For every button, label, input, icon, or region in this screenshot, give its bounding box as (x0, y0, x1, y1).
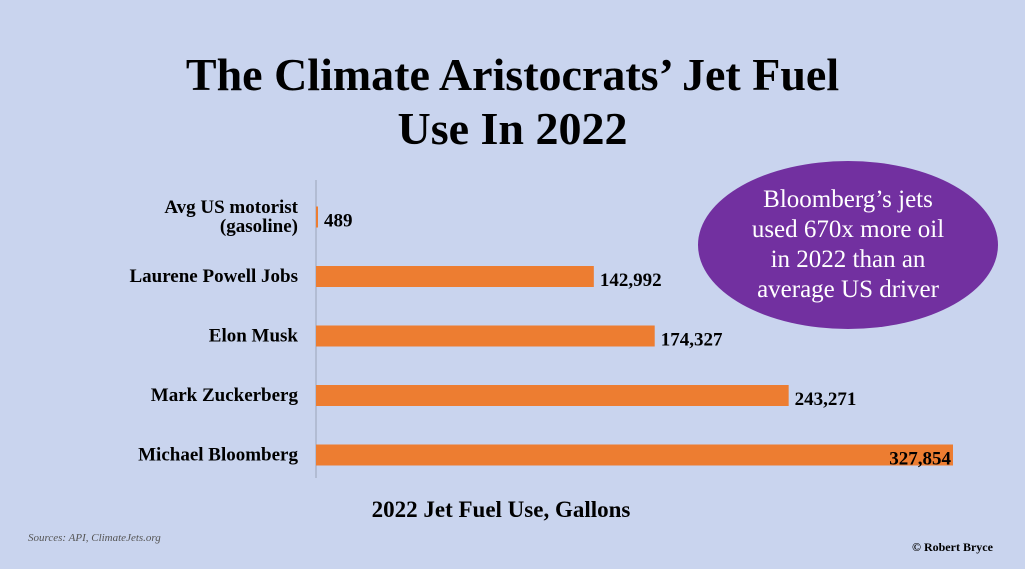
x-axis-label: 2022 Jet Fuel Use, Gallons (371, 497, 631, 522)
bar (316, 206, 318, 228)
source-note: Sources: API, ClimateJets.org (28, 532, 161, 544)
chart-title: The Climate Aristocrats’ Jet Fuel Use In… (0, 48, 1025, 156)
data-label: 243,271 (795, 389, 857, 410)
bar (316, 266, 594, 287)
data-label: 142,992 (600, 270, 662, 291)
chart-title-line-1: The Climate Aristocrats’ Jet Fuel (185, 49, 840, 100)
category-label: Mark Zuckerberg (151, 385, 299, 406)
category-label: Laurene Powell Jobs (129, 266, 298, 287)
data-label: 327,854 (889, 449, 951, 470)
chart-title-line-2: Use In 2022 (397, 103, 628, 154)
bar (316, 325, 655, 347)
callout-bubble: Bloomberg’s jets used 670x more oil in 2… (698, 161, 998, 329)
category-label: Avg US motorist (164, 197, 298, 218)
bar (316, 385, 789, 406)
callout-text: Bloomberg’s jets used 670x more oil in 2… (751, 186, 945, 303)
category-label: (gasoline) (220, 216, 298, 237)
credit-note: © Robert Bryce (912, 540, 993, 554)
category-label: Michael Bloomberg (138, 445, 298, 466)
data-label: 174,327 (661, 330, 723, 351)
bar (316, 444, 953, 466)
category-label: Elon Musk (209, 326, 299, 347)
data-label: 489 (324, 211, 353, 232)
